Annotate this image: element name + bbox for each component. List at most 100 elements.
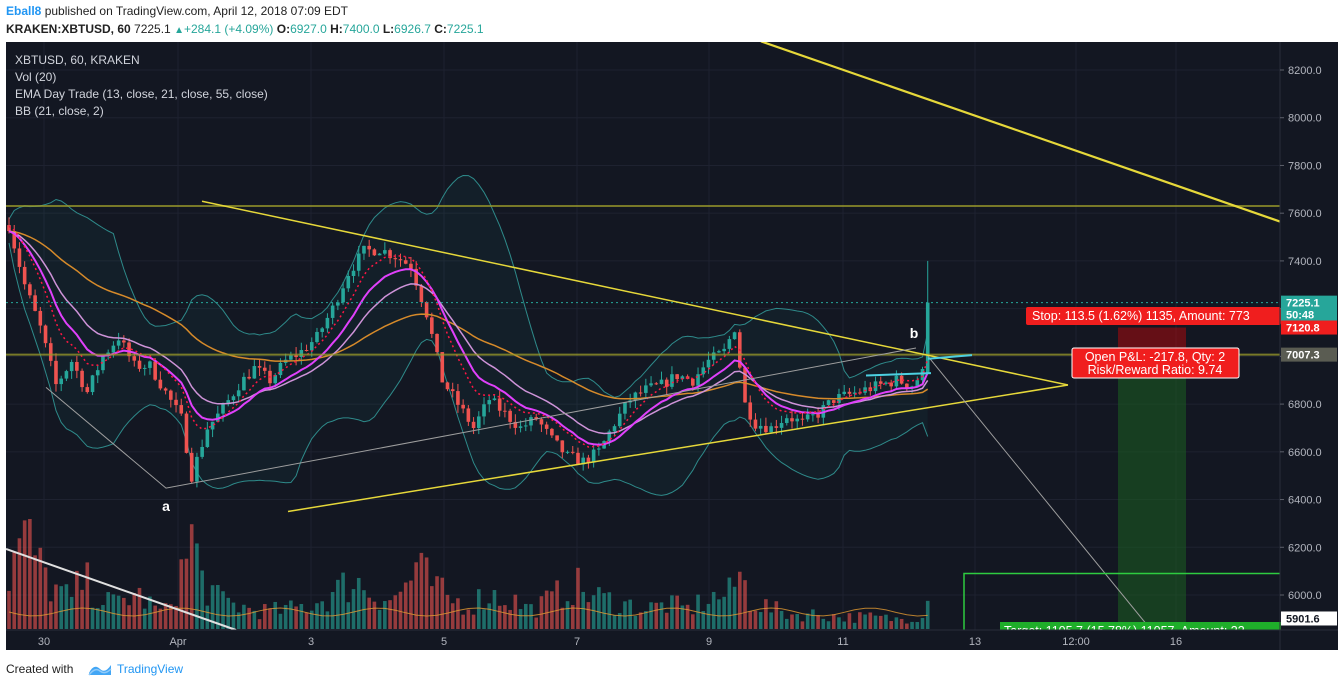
candle-body — [873, 381, 878, 392]
volume-bar — [847, 613, 852, 629]
volume-bar — [654, 602, 659, 629]
candle-body — [743, 367, 747, 403]
candle-body — [163, 388, 168, 391]
volume-bar — [28, 519, 32, 629]
price-chart[interactable]: a b Stop: 113.5 (1.62%) 1135, Amount: 773 O… — [6, 42, 1338, 650]
volume-bar — [450, 603, 455, 629]
volume-ma-line — [8, 607, 928, 617]
volume-bar — [863, 614, 867, 629]
candle-body — [430, 317, 434, 334]
x-axis-bar — [6, 630, 1338, 650]
y-tick-label: 6600.0 — [1288, 447, 1322, 459]
bb-lower — [8, 242, 929, 496]
volume-bar — [800, 621, 805, 629]
candle-body — [304, 350, 309, 352]
candle-body — [330, 305, 335, 318]
volume-bar — [221, 591, 225, 629]
candle-body — [680, 376, 685, 380]
tradingview-logo-icon[interactable] — [88, 661, 112, 677]
volume-bar — [649, 602, 653, 629]
candle-body — [450, 389, 455, 392]
candle-body — [769, 426, 773, 433]
volume-bar — [597, 587, 601, 629]
candle-body — [795, 418, 800, 422]
volume-bar — [513, 594, 518, 629]
volume-bar — [878, 615, 883, 629]
volume-bar — [628, 599, 632, 629]
target-label-bg — [1000, 622, 1281, 632]
x-tick-label: 3 — [308, 636, 314, 648]
price-axis-label-bg — [1281, 320, 1337, 335]
volume-bar — [17, 538, 22, 629]
legend-volume[interactable]: Vol (20) — [15, 70, 57, 84]
candle-body — [492, 398, 497, 401]
volume-bar — [727, 577, 732, 629]
tradingview-link[interactable]: TradingView — [117, 662, 184, 676]
candle-body — [826, 400, 831, 406]
volume-bar — [440, 577, 445, 629]
candle-body — [466, 408, 471, 422]
price-axis-label: 7120.8 — [1286, 323, 1320, 335]
volume-bar — [304, 612, 309, 629]
volume-bar — [732, 586, 737, 629]
candle-body — [184, 413, 189, 453]
volume-bar — [905, 623, 909, 629]
risk-reward-text: Risk/Reward Ratio: 9.74 — [1088, 363, 1223, 377]
volume-bar — [868, 612, 873, 629]
volume-bar — [925, 600, 930, 629]
volume-bar — [430, 586, 434, 629]
chart-area[interactable]: a b Stop: 113.5 (1.62%) 1135, Amount: 773 O… — [6, 42, 1338, 650]
volume-bar — [591, 595, 596, 629]
candle-body — [664, 379, 669, 387]
candle-body — [518, 426, 523, 428]
candle-body — [221, 404, 225, 414]
volume-bar — [294, 606, 298, 629]
volume-bar — [644, 611, 648, 629]
volume-bar — [738, 571, 742, 629]
volume-bar — [764, 599, 768, 629]
legend-ema[interactable]: EMA Day Trade (13, close, 21, close, 55,… — [15, 87, 268, 101]
volume-bar — [142, 608, 147, 629]
candle-body — [174, 399, 178, 406]
candle-body — [445, 382, 450, 390]
volume-bar — [153, 605, 157, 629]
candle-body — [48, 343, 53, 361]
candle-body — [336, 302, 340, 306]
volume-bar — [670, 595, 674, 629]
candle-body — [315, 331, 319, 343]
volume-bar — [821, 618, 826, 629]
volume-bars — [7, 519, 930, 629]
bollinger-bands — [8, 174, 929, 496]
candle-body — [659, 379, 664, 384]
volume-bar — [753, 610, 758, 629]
volume-bar — [581, 591, 585, 629]
projection-line — [927, 356, 1147, 624]
volume-bar — [424, 557, 429, 629]
candle-body — [925, 302, 930, 374]
chart-header: Eball8 published on TradingView.com, Apr… — [0, 0, 1340, 42]
candle-body — [189, 452, 194, 482]
legend-bb[interactable]: BB (21, close, 2) — [15, 104, 104, 118]
candle-body — [289, 355, 293, 360]
candle-body — [367, 245, 371, 250]
volume-bar — [529, 604, 533, 629]
volume-bar — [43, 567, 48, 629]
candle-body — [905, 383, 909, 388]
volume-bar — [195, 543, 199, 629]
volume-bar — [106, 592, 110, 629]
candle-body — [581, 457, 585, 465]
volume-bar — [706, 603, 711, 629]
candle-body — [513, 421, 518, 428]
candle-body — [7, 225, 11, 232]
volume-bar — [456, 598, 460, 629]
candle-body — [654, 383, 659, 385]
candle-body — [95, 370, 100, 376]
volume-bar — [471, 614, 476, 629]
candle-body — [675, 374, 679, 380]
legend-title[interactable]: XBTUSD, 60, KRAKEN — [15, 53, 140, 67]
volume-bar — [367, 597, 371, 629]
pnl-text: Open P&L: -217.8, Qty: 2 — [1085, 350, 1225, 364]
author-link[interactable]: Eball8 — [6, 4, 42, 18]
volume-bar — [252, 610, 257, 629]
bb-fill — [9, 175, 928, 496]
